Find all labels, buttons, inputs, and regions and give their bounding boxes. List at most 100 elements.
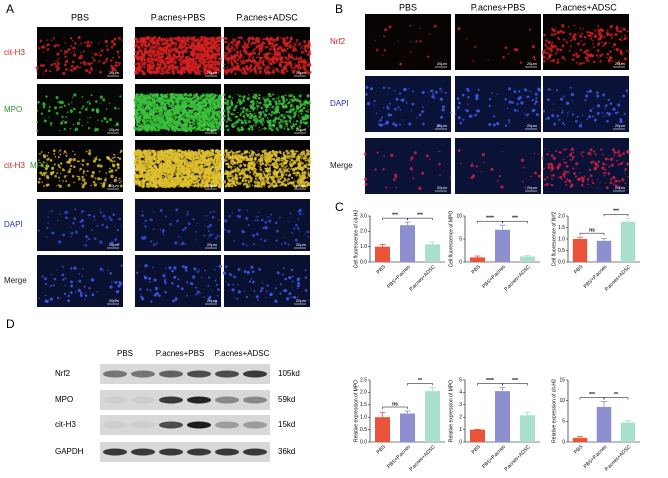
signal bbox=[291, 56, 295, 60]
signal bbox=[207, 61, 210, 64]
signal bbox=[108, 170, 111, 173]
signal bbox=[217, 46, 221, 50]
signal bbox=[199, 119, 203, 123]
signal bbox=[57, 57, 60, 60]
signal bbox=[308, 70, 312, 74]
signal bbox=[190, 117, 193, 120]
signal bbox=[266, 117, 269, 120]
signal bbox=[277, 99, 281, 103]
signal bbox=[202, 68, 204, 70]
signal bbox=[82, 172, 85, 175]
signal bbox=[160, 114, 162, 116]
signal bbox=[171, 102, 174, 105]
signal bbox=[112, 164, 116, 168]
signal bbox=[295, 39, 299, 42]
signal bbox=[240, 112, 243, 115]
signal bbox=[219, 120, 222, 123]
signal bbox=[146, 109, 148, 111]
signal bbox=[214, 54, 218, 58]
signal bbox=[203, 40, 207, 43]
signal bbox=[106, 48, 110, 52]
signal bbox=[191, 106, 193, 108]
signal bbox=[308, 56, 311, 58]
signal bbox=[170, 41, 174, 45]
signal bbox=[186, 128, 189, 131]
signal bbox=[179, 57, 183, 61]
signal bbox=[287, 110, 291, 114]
signal bbox=[139, 93, 142, 96]
signal bbox=[210, 64, 214, 67]
signal bbox=[208, 41, 211, 44]
signal bbox=[76, 121, 81, 126]
signal bbox=[196, 125, 198, 128]
signal bbox=[237, 98, 242, 103]
signal bbox=[176, 39, 179, 42]
signal bbox=[222, 109, 226, 113]
signal bbox=[151, 39, 155, 42]
signal bbox=[152, 104, 156, 107]
signal bbox=[134, 50, 137, 53]
signal bbox=[176, 52, 178, 54]
signal bbox=[227, 57, 231, 61]
signal bbox=[267, 97, 269, 99]
signal bbox=[86, 101, 89, 104]
signal bbox=[151, 116, 154, 119]
signal bbox=[279, 36, 282, 39]
signal bbox=[207, 101, 211, 105]
signal bbox=[202, 118, 205, 121]
signal bbox=[285, 36, 289, 40]
signal bbox=[206, 122, 209, 125]
signal bbox=[216, 102, 219, 105]
signal bbox=[274, 43, 278, 47]
signal bbox=[247, 52, 249, 55]
signal bbox=[200, 104, 202, 107]
signal bbox=[68, 69, 70, 71]
signal bbox=[230, 59, 233, 62]
signal bbox=[92, 110, 94, 112]
signal bbox=[244, 40, 246, 42]
signal bbox=[111, 40, 114, 43]
signal bbox=[110, 45, 114, 49]
signal bbox=[210, 118, 212, 121]
signal bbox=[225, 120, 228, 123]
signal bbox=[162, 52, 165, 55]
signal bbox=[204, 120, 206, 122]
signal bbox=[141, 126, 146, 130]
signal bbox=[286, 125, 289, 127]
signal bbox=[109, 59, 113, 62]
signal bbox=[185, 50, 188, 54]
signal bbox=[37, 45, 39, 48]
signal bbox=[151, 41, 156, 46]
signal bbox=[148, 112, 151, 114]
signal bbox=[200, 66, 203, 69]
signal bbox=[213, 93, 217, 97]
signal bbox=[179, 124, 182, 127]
signal bbox=[176, 68, 179, 72]
signal bbox=[47, 157, 50, 160]
signal bbox=[88, 44, 91, 47]
signal bbox=[165, 40, 169, 43]
signal bbox=[237, 40, 241, 44]
signal bbox=[113, 160, 116, 163]
signal bbox=[295, 57, 299, 60]
signal bbox=[98, 59, 101, 62]
signal bbox=[182, 54, 184, 56]
signal bbox=[264, 98, 268, 102]
signal bbox=[255, 63, 257, 65]
signal bbox=[247, 40, 251, 43]
signal bbox=[70, 64, 74, 68]
signal bbox=[154, 120, 157, 123]
signal bbox=[146, 122, 149, 126]
signal bbox=[177, 96, 181, 100]
signal bbox=[306, 105, 309, 107]
signal bbox=[157, 119, 161, 123]
signal bbox=[282, 116, 286, 120]
signal bbox=[57, 165, 61, 168]
signal bbox=[176, 99, 178, 101]
signal bbox=[172, 107, 174, 109]
signal bbox=[144, 120, 146, 122]
signal bbox=[237, 36, 241, 39]
signal bbox=[150, 108, 152, 110]
signal bbox=[261, 123, 264, 127]
signal bbox=[236, 115, 239, 118]
